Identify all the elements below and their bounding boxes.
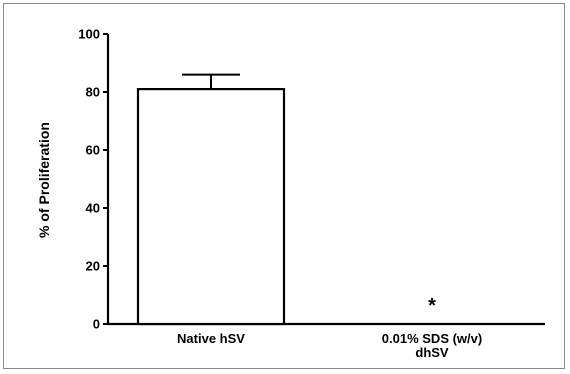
y-axis-title: % of Proliferation (36, 122, 52, 238)
bars (136, 73, 286, 326)
y-tick-label-20: 20 (86, 259, 100, 274)
y-tick-label-0: 0 (93, 317, 100, 332)
y-tick-label-60: 60 (86, 143, 100, 158)
x-category-label-1-line-1: dhSV (415, 345, 449, 360)
x-category-label-1-line-0: 0.01% SDS (w/v) (382, 331, 482, 346)
y-tick-label-100: 100 (78, 27, 100, 42)
labels: 0 20 40 60 80 100 Native hSV 0.01% SDS (w/v)dhS… (78, 27, 482, 361)
y-tick-label-40: 40 (86, 201, 100, 216)
bar-0 (136, 87, 286, 326)
y-tick-label-80: 80 (86, 85, 100, 100)
significance-marker-0: * (428, 295, 436, 317)
x-category-label-0: Native hSV (177, 331, 245, 346)
